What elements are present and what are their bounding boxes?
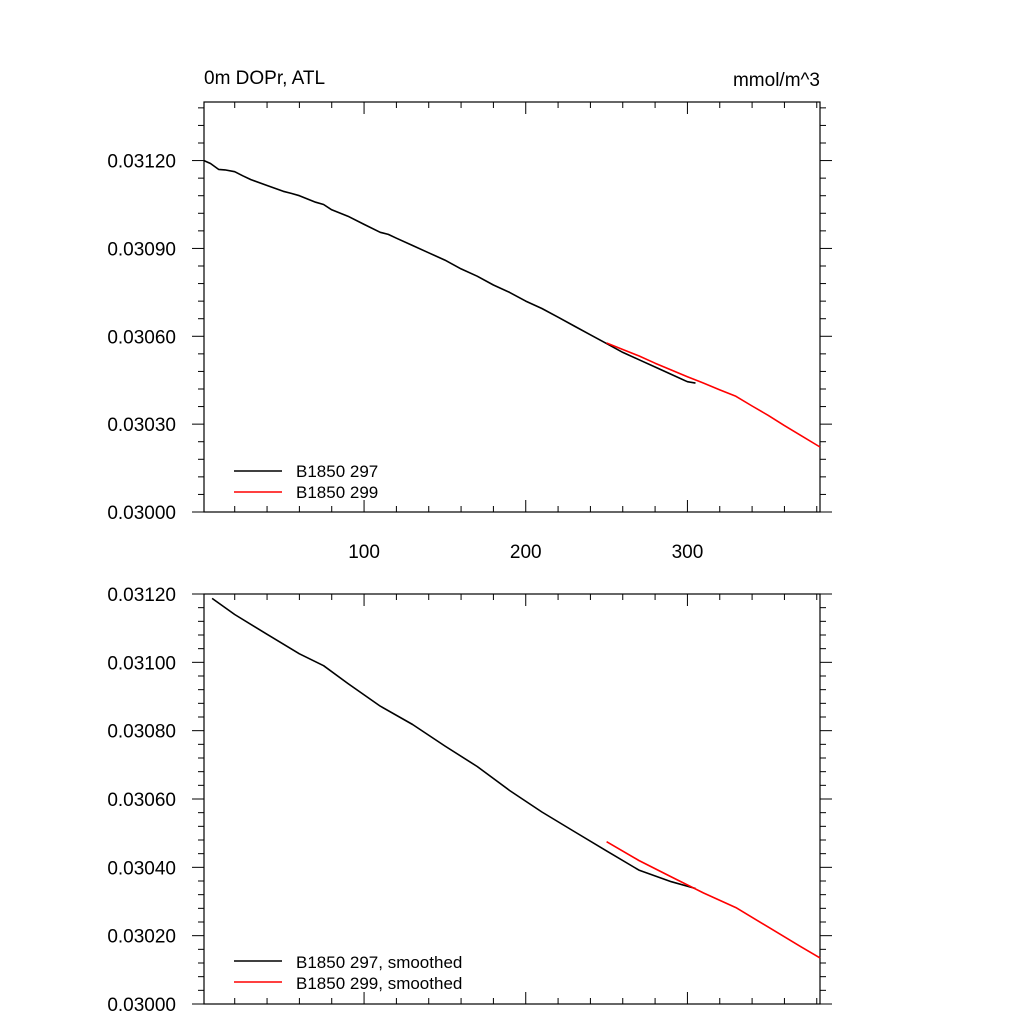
plot-frame <box>203 593 821 1005</box>
legend: B1850 297 B1850 299 <box>234 462 378 502</box>
legend-label-1: B1850 299, smoothed <box>296 974 462 993</box>
y-tick-label: 0.03100 <box>107 653 176 674</box>
legend-label-0: B1850 297 <box>296 462 378 481</box>
y-tick-label: 0.03060 <box>107 327 176 348</box>
y-tick-label: 0.03000 <box>107 503 176 524</box>
y-tick-label: 0.03090 <box>107 239 176 260</box>
y-tick-label: 0.03080 <box>107 722 176 743</box>
y-tick-labels: 0.03000 0.03030 0.03060 0.03090 0.03120 <box>107 152 176 524</box>
series-layer <box>211 597 821 959</box>
x-tick-label: 100 <box>348 542 380 563</box>
legend-label-0: B1850 297, smoothed <box>296 953 462 972</box>
y-tick-label: 0.03000 <box>107 995 176 1016</box>
series-line-1 <box>606 841 821 959</box>
series-line-0 <box>211 597 696 890</box>
plot-frame <box>203 101 821 513</box>
bottom-panel: 0.03000 0.03020 0.03040 0.03060 0.03080 0.031… <box>107 585 832 1016</box>
y-tick-label: 0.03120 <box>107 585 176 606</box>
legend: B1850 297, smoothed B1850 299, smoothed <box>234 953 462 993</box>
y-tick-label: 0.03120 <box>107 152 176 173</box>
series-layer <box>203 159 821 448</box>
tick-marks <box>192 593 832 1005</box>
y-tick-label: 0.03020 <box>107 927 176 948</box>
legend-label-1: B1850 299 <box>296 483 378 502</box>
y-tick-label: 0.03060 <box>107 790 176 811</box>
tick-marks <box>192 102 832 513</box>
chart-title: 0m DOPr, ATL <box>204 68 325 89</box>
y-tick-labels: 0.03000 0.03020 0.03040 0.03060 0.03080 0.031… <box>107 585 176 1016</box>
x-tick-label: 300 <box>672 542 704 563</box>
series-line-1 <box>606 342 821 448</box>
y-tick-label: 0.03030 <box>107 415 176 436</box>
top-panel: 0m DOPr, ATL mmol/m^3 0.030000.030300.03… <box>107 68 832 563</box>
series-line-0 <box>203 159 696 384</box>
chart-units: mmol/m^3 <box>733 70 820 91</box>
y-tick-label: 0.03040 <box>107 858 176 879</box>
x-tick-labels: 100 200 300 <box>348 542 703 563</box>
x-tick-label: 200 <box>510 542 542 563</box>
